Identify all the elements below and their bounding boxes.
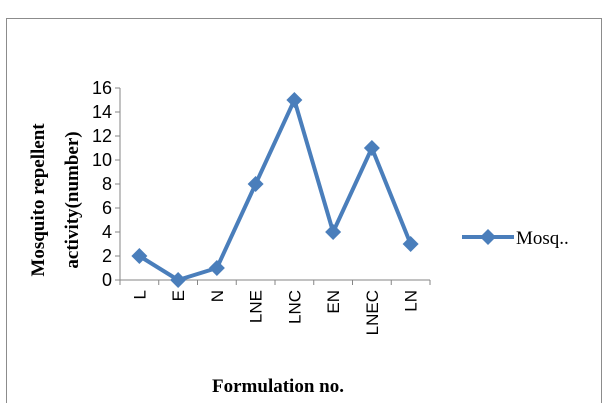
x-axis-title: Formulation no. (212, 376, 344, 397)
x-tick-label-e: E (169, 290, 188, 301)
x-tick-label-lne: LNE (247, 290, 266, 323)
data-point-n (208, 260, 225, 276)
data-point-l (131, 248, 148, 264)
y-tick-label-4: 8 (102, 174, 112, 194)
x-axis (119, 279, 431, 285)
y-tick-label-1: 2 (102, 246, 112, 266)
y-tick-label-6: 12 (92, 126, 112, 146)
y-axis (115, 87, 121, 281)
y-tick-label-5: 10 (92, 150, 112, 170)
series-lines (138, 98, 413, 282)
data-point-en (325, 224, 342, 240)
y-axis-title-line2: activity(number) (62, 131, 83, 268)
x-tick-label-n: N (208, 290, 227, 302)
y-tick-labels: 0 2 4 6 8 10 12 14 16 (92, 78, 112, 290)
data-markers (131, 92, 419, 288)
chart-area (6, 18, 602, 403)
data-point-e (170, 272, 187, 288)
data-point-lnec (363, 140, 380, 156)
data-point-lne (247, 176, 264, 192)
x-tick-label-l: L (130, 290, 149, 299)
y-tick-label-8: 16 (92, 78, 112, 98)
x-tick-label-lnec: LNEC (363, 290, 382, 335)
y-tick-label-7: 14 (92, 102, 112, 122)
x-tick-label-en: EN (324, 290, 343, 314)
x-tick-label-lnc: LNC (285, 290, 304, 324)
x-tick-labels: L E N LNE LNC EN LNEC LN (130, 290, 420, 335)
y-axis-title-line1: Mosquito repellent (28, 123, 49, 277)
y-tick-label-2: 4 (102, 222, 112, 242)
legend-label: Mosq.. (516, 228, 569, 249)
y-tick-label-0: 0 (102, 270, 112, 290)
legend-marker-diamond (480, 229, 496, 245)
y-tick-label-3: 6 (102, 198, 112, 218)
legend: Mosq.. (462, 228, 569, 249)
data-point-lnc (286, 92, 303, 108)
data-point-ln (402, 236, 419, 252)
series-line-0 (138, 98, 413, 282)
x-tick-label-ln: LN (402, 290, 421, 312)
